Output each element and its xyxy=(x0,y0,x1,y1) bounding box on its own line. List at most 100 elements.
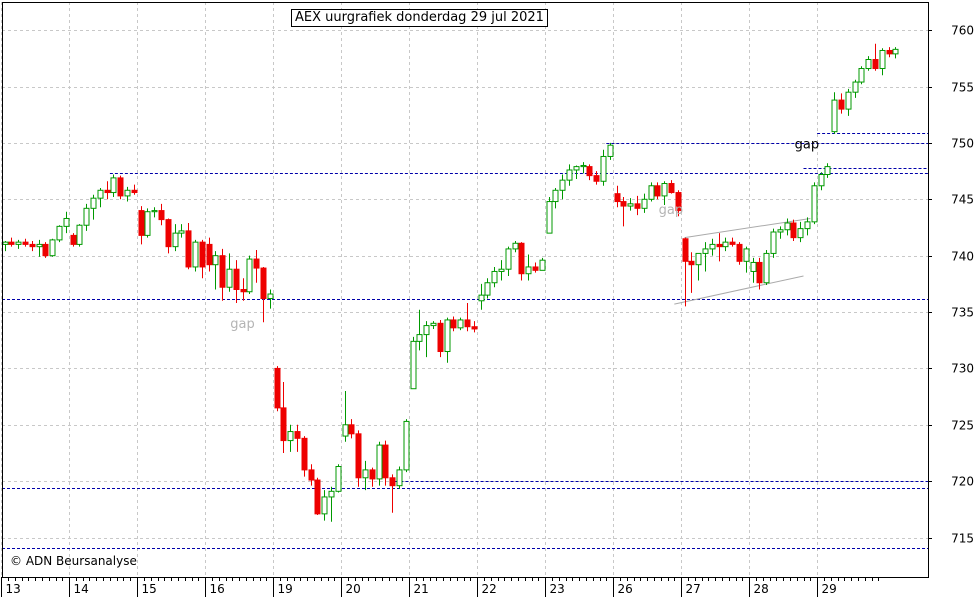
candle-body-down xyxy=(274,367,281,409)
candle-body-down xyxy=(586,166,593,177)
candle-body-up xyxy=(410,340,417,390)
y-axis-tick-label: 750 xyxy=(951,137,974,151)
candle-body-down xyxy=(620,201,627,207)
candle-body-up xyxy=(546,201,553,234)
candle-body-up xyxy=(457,319,464,329)
y-axis-tick-label: 745 xyxy=(951,193,974,207)
candle-body-down xyxy=(838,99,845,110)
candle-body-down xyxy=(348,424,355,435)
candle-body-down xyxy=(471,326,478,330)
candle-body-up xyxy=(246,258,253,293)
candle-body-up xyxy=(362,469,369,479)
candle-body-down xyxy=(8,241,15,245)
candle-body-down xyxy=(233,268,240,290)
candle-body-up xyxy=(267,293,274,300)
candle-body-up xyxy=(328,490,335,498)
copyright-label: © ADN Beursanalyse xyxy=(10,554,137,568)
candle-body-down xyxy=(219,255,226,288)
candle-body-up xyxy=(743,248,750,262)
candle-body-up xyxy=(110,177,117,194)
candle-body-down xyxy=(199,241,206,268)
x-axis-day-label: 15 xyxy=(142,582,157,596)
candle-body-up xyxy=(430,322,437,327)
candle-body-up xyxy=(212,255,219,266)
x-axis-day-label: 22 xyxy=(482,582,497,596)
candle-body-down xyxy=(280,407,287,442)
candle-body-down xyxy=(450,319,457,329)
chart-title: AEX uurgrafiek donderdag 29 jul 2021 xyxy=(291,9,548,27)
y-axis-tick-label: 755 xyxy=(951,81,974,95)
candle-body-down xyxy=(593,175,600,182)
gap-annotation: gap xyxy=(795,138,819,153)
candle-body-up xyxy=(641,198,648,209)
candle-body-up xyxy=(76,224,83,245)
candle-body-down xyxy=(206,243,213,266)
candle-body-up xyxy=(484,282,491,296)
candle-body-down xyxy=(756,261,763,284)
candle-body-down xyxy=(532,266,539,271)
candle-body-down xyxy=(117,177,124,197)
candle-body-down xyxy=(240,289,247,293)
candle-body-down xyxy=(736,243,743,262)
y-axis-tick-label: 760 xyxy=(951,24,974,38)
candle-body-up xyxy=(580,164,587,168)
candle-body-up xyxy=(777,229,784,233)
y-axis-tick-label: 735 xyxy=(951,306,974,320)
candle-body-up xyxy=(818,174,825,187)
candle-body-down xyxy=(668,183,675,194)
candle-body-down xyxy=(29,243,36,248)
candle-body-up xyxy=(784,222,791,231)
y-axis-tick-label: 730 xyxy=(951,362,974,376)
candle-body-down xyxy=(614,193,621,203)
gap-annotation: gap xyxy=(230,317,254,332)
x-axis-day-label: 13 xyxy=(6,582,21,596)
x-axis-day-label: 29 xyxy=(822,582,837,596)
candle-body-up xyxy=(804,221,811,230)
candle-body-down xyxy=(886,49,893,55)
candle-body-up xyxy=(661,183,668,197)
candle-body-down xyxy=(872,59,879,70)
candle-body-up xyxy=(539,259,546,271)
x-axis-day-label: 20 xyxy=(346,582,361,596)
candle-body-down xyxy=(382,444,389,479)
candle-body-down xyxy=(790,222,797,239)
trend-channel-line xyxy=(684,217,811,239)
candle-body-up xyxy=(607,144,614,157)
candle-body-down xyxy=(260,267,267,300)
candle-body-up xyxy=(36,243,43,248)
candle-body-up xyxy=(83,207,90,226)
candle-body-up xyxy=(831,99,838,133)
candle-body-down xyxy=(716,243,723,248)
candle-body-up xyxy=(444,319,451,353)
candle-body-up xyxy=(512,242,519,250)
candle-body-up xyxy=(192,241,199,268)
candle-body-down xyxy=(253,258,260,269)
candle-body-up xyxy=(376,444,383,480)
candle-body-up xyxy=(498,268,505,272)
candle-body-up xyxy=(151,210,158,213)
candle-body-down xyxy=(165,219,172,248)
plot-frame xyxy=(2,2,929,578)
candle-body-up xyxy=(403,420,410,471)
candle-body-up xyxy=(852,81,859,93)
candle-body-down xyxy=(688,260,695,266)
candle-body-up xyxy=(423,325,430,336)
candle-body-down xyxy=(185,230,192,268)
candle-body-up xyxy=(763,252,770,284)
candle-body-up xyxy=(566,169,573,181)
x-axis-day-label: 26 xyxy=(618,582,633,596)
candle-body-up xyxy=(811,185,818,223)
y-axis-tick-label: 740 xyxy=(951,250,974,264)
candle-body-up xyxy=(845,91,852,110)
candle-body-up xyxy=(552,189,559,203)
candle-body-up xyxy=(144,211,151,236)
candle-body-up xyxy=(702,248,709,254)
candle-body-down xyxy=(308,469,315,481)
candle-body-up xyxy=(90,197,97,209)
candle-body-down xyxy=(389,477,396,487)
candle-body-down xyxy=(131,189,138,194)
candle-body-up xyxy=(505,248,512,270)
y-axis-tick-label: 725 xyxy=(951,419,974,433)
